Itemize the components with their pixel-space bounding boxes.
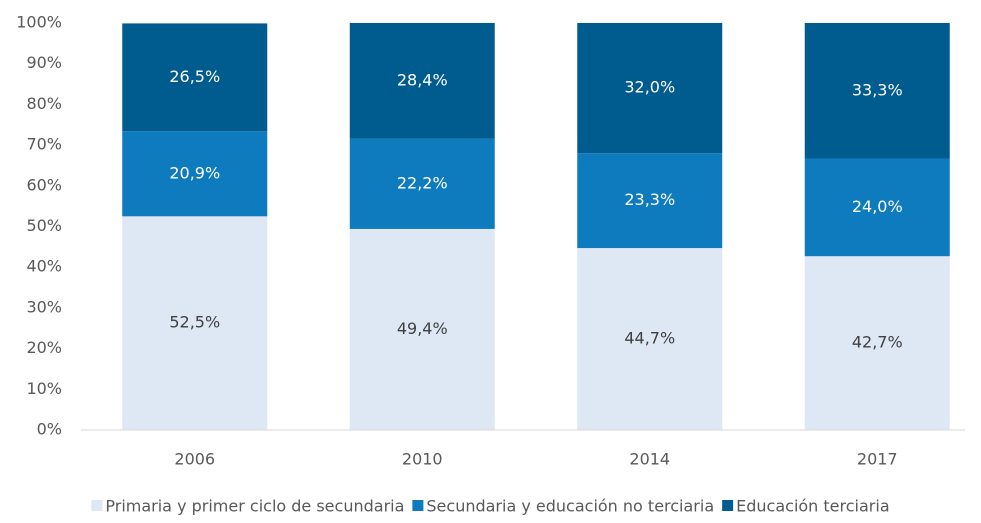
value-label: 20,9%	[169, 163, 220, 182]
bar-segment	[577, 23, 723, 154]
y-tick-label: 0%	[37, 420, 62, 439]
y-tick-label: 20%	[26, 338, 62, 357]
bar-segment	[349, 228, 495, 430]
y-tick-label: 40%	[26, 257, 62, 276]
x-tick-label: 2010	[402, 450, 443, 469]
value-label: 49,4%	[397, 319, 448, 338]
legend-swatch	[412, 500, 424, 511]
x-tick-label: 2017	[857, 450, 898, 469]
value-label: 44,7%	[624, 329, 675, 348]
bar-segment	[577, 153, 723, 249]
legend-swatch	[91, 500, 103, 511]
value-label: 42,7%	[852, 333, 903, 352]
bar-segment	[122, 23, 268, 132]
x-tick-label: 2014	[629, 450, 670, 469]
legend-label: Educación terciaria	[736, 497, 889, 516]
y-tick-label: 10%	[26, 379, 62, 398]
bar-segment	[349, 138, 495, 229]
bar-segment	[577, 248, 723, 430]
value-label: 26,5%	[169, 67, 220, 86]
y-tick-label: 50%	[26, 216, 62, 235]
legend-label: Primaria y primer ciclo de secundaria	[105, 497, 404, 516]
value-label: 32,0%	[624, 78, 675, 97]
legend: Primaria y primer ciclo de secundaria Sec…	[91, 497, 890, 516]
y-tick-label: 70%	[26, 135, 62, 154]
y-tick-label: 60%	[26, 175, 62, 194]
x-tick-label: 2006	[174, 450, 215, 469]
y-tick-label: 30%	[26, 297, 62, 316]
value-label: 22,2%	[397, 173, 448, 192]
bar-segment	[804, 158, 950, 257]
value-label: 33,3%	[852, 80, 903, 99]
y-tick-label: 100%	[16, 13, 62, 32]
bar-segment	[122, 216, 268, 430]
y-tick-label: 80%	[26, 94, 62, 113]
legend-label: Secundaria y educación no terciaria	[426, 497, 714, 516]
bar-segment	[122, 131, 268, 217]
legend-swatch	[722, 500, 734, 511]
value-label: 24,0%	[852, 197, 903, 216]
value-label: 23,3%	[624, 190, 675, 209]
value-label: 52,5%	[169, 313, 220, 332]
y-tick-label: 90%	[26, 53, 62, 72]
value-label: 28,4%	[397, 70, 448, 89]
bar-segment	[349, 23, 495, 139]
bar-segment	[804, 256, 950, 430]
bar-segment	[804, 23, 950, 159]
